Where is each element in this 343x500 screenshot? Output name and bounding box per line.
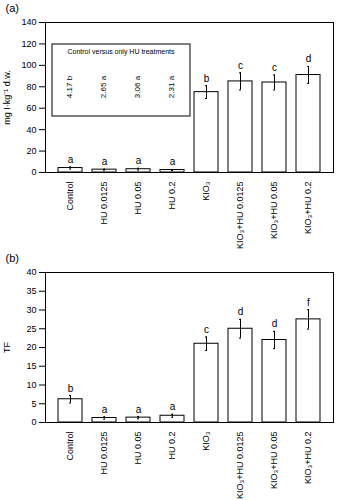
svg-text:40: 40 (26, 267, 36, 277)
svg-text:a: a (170, 401, 176, 412)
svg-text:a: a (68, 154, 74, 165)
svg-text:a: a (102, 156, 108, 167)
svg-text:0: 0 (31, 167, 36, 177)
svg-text:60: 60 (26, 103, 36, 113)
svg-text:KIO₃+HU 0.2: KIO₃+HU 0.2 (303, 432, 313, 484)
svg-text:a: a (170, 156, 176, 167)
svg-text:KIO₃: KIO₃ (201, 431, 211, 451)
svg-text:HU 0.0125: HU 0.0125 (99, 182, 109, 225)
svg-text:d: d (238, 306, 244, 317)
svg-text:TF: TF (2, 342, 12, 353)
svg-text:b: b (204, 73, 210, 84)
svg-text:HU 0.05: HU 0.05 (133, 182, 143, 215)
svg-text:KIO₃+HU 0.2: KIO₃+HU 0.2 (303, 182, 313, 234)
svg-text:KIO₃+HU 0.0125: KIO₃+HU 0.0125 (235, 432, 245, 499)
svg-text:d: d (306, 53, 312, 64)
svg-text:80: 80 (26, 82, 36, 92)
svg-text:b: b (68, 383, 74, 394)
svg-text:3.06 a: 3.06 a (133, 75, 142, 98)
svg-text:HU 0.0125: HU 0.0125 (99, 432, 109, 475)
svg-text:25: 25 (26, 324, 36, 334)
svg-text:a: a (136, 404, 142, 415)
svg-text:d: d (272, 318, 278, 329)
svg-text:mg I·kg⁻¹ d.w.: mg I·kg⁻¹ d.w. (2, 70, 12, 125)
svg-text:Control: Control (65, 182, 75, 211)
svg-text:c: c (204, 324, 209, 335)
svg-text:(b): (b) (6, 252, 19, 264)
svg-text:120: 120 (21, 39, 36, 49)
svg-text:2.31 a: 2.31 a (167, 75, 176, 98)
svg-text:KIO₃+HU 0.0125: KIO₃+HU 0.0125 (235, 182, 245, 249)
svg-text:4.17 b: 4.17 b (65, 75, 74, 98)
svg-text:HU 0.2: HU 0.2 (167, 432, 177, 460)
svg-text:35: 35 (26, 286, 36, 296)
svg-text:c: c (238, 60, 243, 71)
svg-text:30: 30 (26, 305, 36, 315)
svg-text:f: f (307, 297, 310, 308)
svg-text:10: 10 (26, 380, 36, 390)
svg-text:c: c (272, 62, 277, 73)
svg-text:2.65 a: 2.65 a (99, 75, 108, 98)
svg-text:a: a (102, 404, 108, 415)
svg-text:140: 140 (21, 17, 36, 27)
svg-text:HU 0.05: HU 0.05 (133, 432, 143, 465)
svg-text:KIO₃: KIO₃ (201, 181, 211, 201)
svg-text:HU 0.2: HU 0.2 (167, 182, 177, 210)
svg-text:20: 20 (26, 342, 36, 352)
svg-text:Control: Control (65, 432, 75, 461)
svg-text:40: 40 (26, 125, 36, 135)
svg-text:20: 20 (26, 146, 36, 156)
svg-text:KIO₃+HU 0.05: KIO₃+HU 0.05 (269, 182, 279, 239)
svg-text:a: a (136, 155, 142, 166)
svg-text:15: 15 (26, 361, 36, 371)
svg-text:100: 100 (21, 60, 36, 70)
svg-text:KIO₃+HU 0.05: KIO₃+HU 0.05 (269, 432, 279, 489)
svg-text:Control versus only HU treatme: Control versus only HU treatments (68, 48, 175, 56)
svg-text:0: 0 (31, 417, 36, 427)
svg-text:(a): (a) (6, 2, 19, 14)
svg-text:5: 5 (31, 399, 36, 409)
